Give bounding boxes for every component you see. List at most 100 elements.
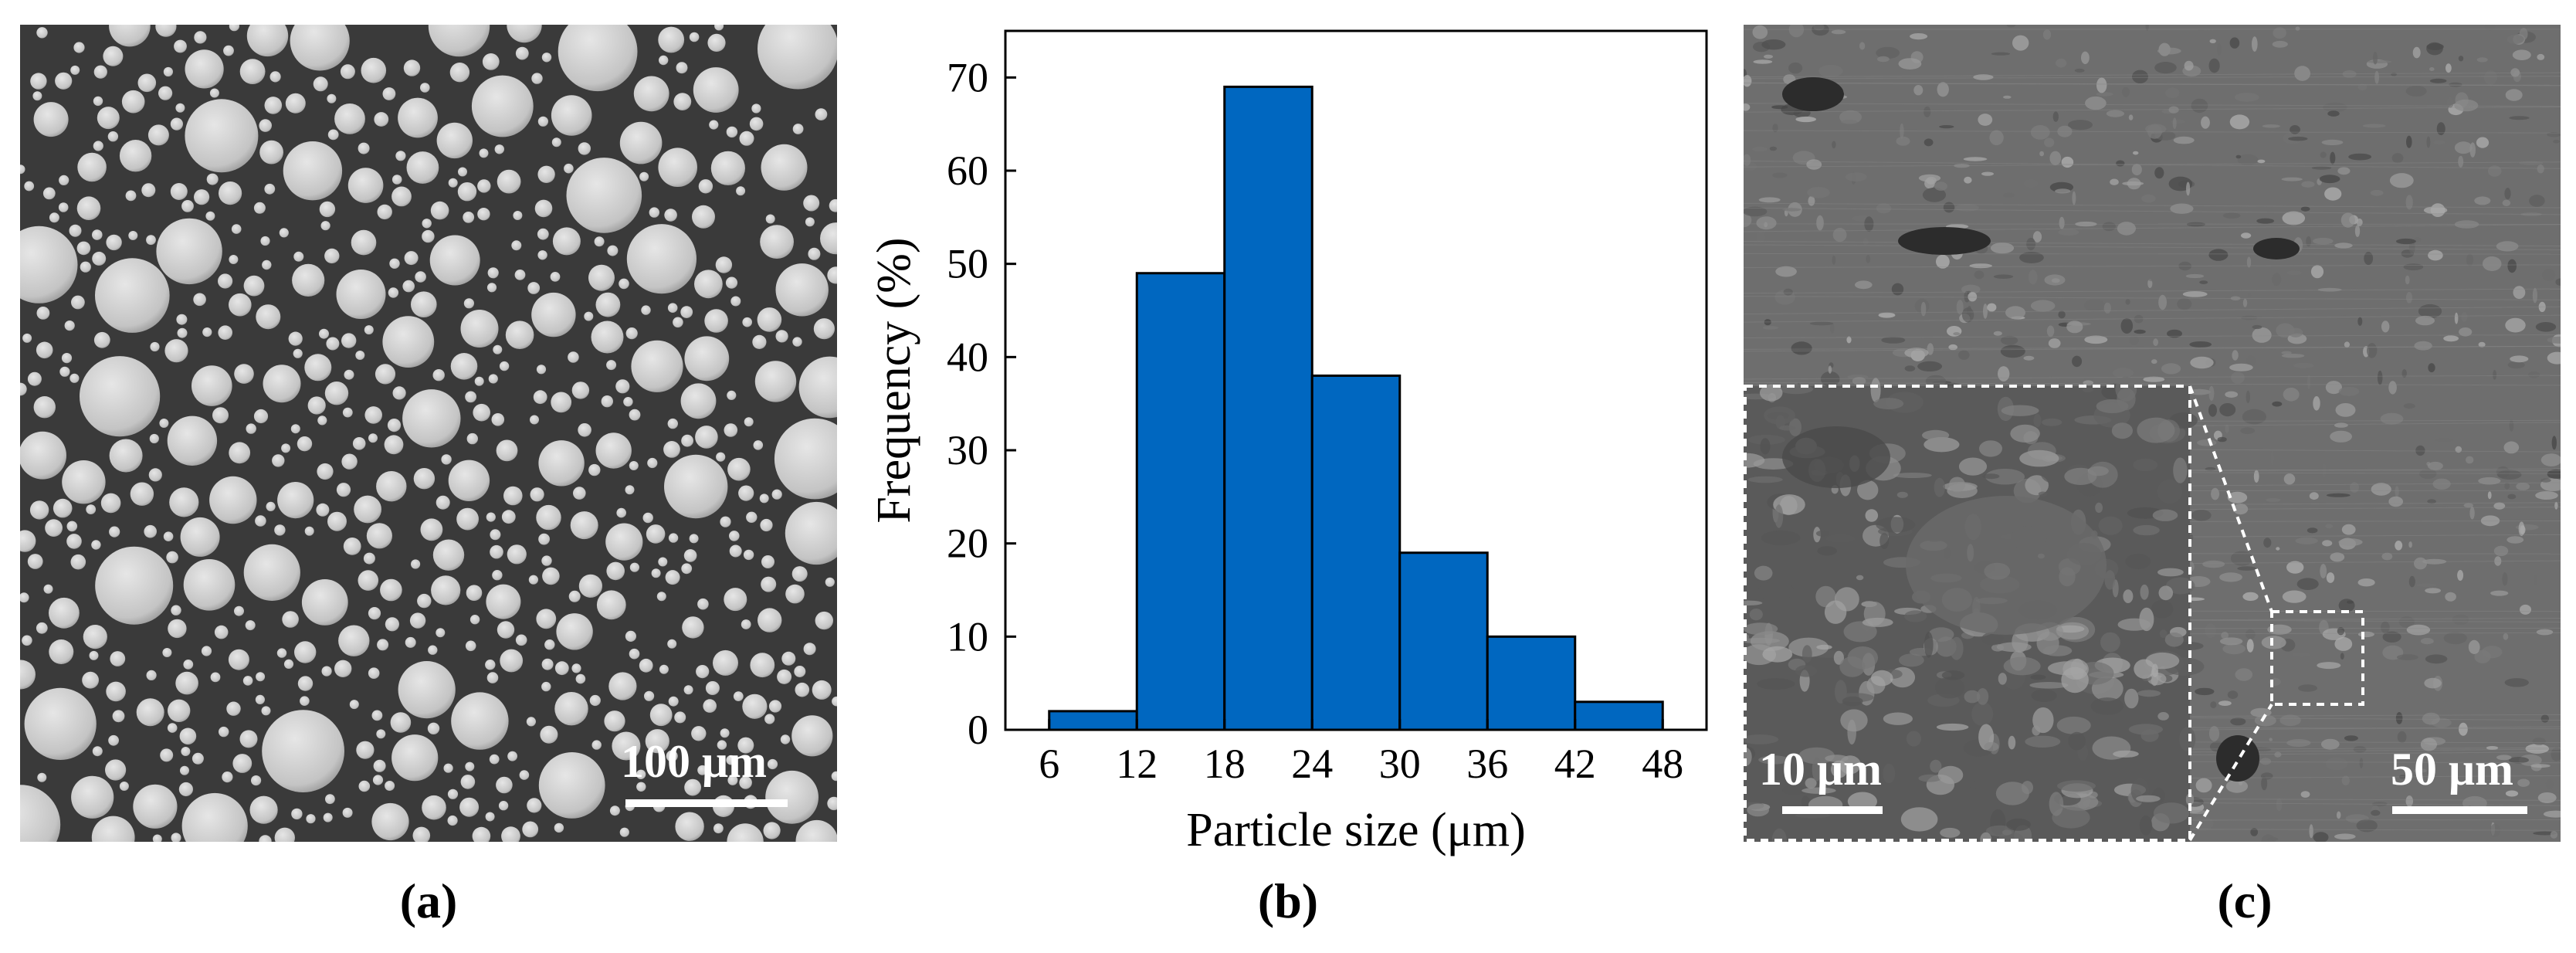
histogram-panel: 6 12 18 24 30 36 42 48 0 10 20 30 40 50 60 70 Frequency… [849,0,1745,865]
powder-particle [544,639,555,650]
powder-particle [405,636,416,648]
powder-particle [486,672,499,683]
powder-particle [239,730,258,748]
powder-particle [607,245,619,256]
powder-particle [263,365,301,403]
x-tick-label: 36 [1466,741,1508,787]
powder-particle [488,374,498,384]
powder-particle [402,280,415,293]
powder-particle [537,228,549,240]
powder-particle [704,309,728,333]
powder-particle [726,755,736,765]
powder-particle [105,759,127,781]
powder-particle [763,822,781,839]
powder-particle [673,93,692,110]
powder-particle [775,330,788,343]
histogram-bar [1574,700,1664,731]
powder-particle [659,664,669,674]
powder-particle [625,327,638,340]
powder-particle [443,763,453,773]
y-tick-label: 10 [947,613,988,660]
powder-particle [641,305,651,315]
powder-particle [272,454,285,467]
powder-particle [792,337,802,347]
powder-particle [234,364,254,384]
powder-particle [36,307,50,320]
surface-micrograph [1744,25,2561,842]
powder-particle [533,390,547,405]
powder-particle [751,103,761,114]
powder-particle [720,728,730,738]
powder-particle [606,360,617,371]
powder-particle [107,131,119,142]
powder-particle [485,660,496,670]
powder-particle [761,576,777,592]
powder-particle [415,271,426,283]
powder-particle [527,798,542,813]
powder-particle [201,646,212,656]
powder-particle [246,423,256,434]
powder-particle [24,687,97,761]
powder-particle [320,221,330,231]
powder-particle [639,658,653,673]
powder-particle [490,544,503,559]
powder-particle [119,140,152,172]
powder-particle [356,741,375,759]
powder-particle [22,635,32,646]
x-tick-label: 48 [1642,741,1683,787]
scale-bar-inset [1782,806,1883,814]
powder-particle [681,563,693,575]
powder-particle [358,570,379,591]
powder-particle [374,112,389,127]
powder-particle [110,651,126,666]
powder-particle [803,195,820,212]
powder-particle [326,337,340,351]
powder-particle [458,167,467,177]
powder-particle [767,758,778,770]
powder-particle [109,526,120,538]
powder-particle [33,102,69,137]
powder-particle [253,409,269,424]
powder-particle [485,812,495,822]
powder-particle [758,25,837,90]
powder-particle [388,287,399,298]
powder-particle [739,776,752,789]
powder-particle [20,660,36,690]
powder-particle [42,187,56,200]
powder-particle [639,171,649,181]
powder-particle [489,754,500,765]
powder-particle [342,807,353,818]
powder-particle [430,201,449,220]
powder-particle [181,747,191,756]
powder-particle [93,96,103,107]
powder-particle [349,700,359,710]
powder-particle [737,737,754,754]
powder-particle [623,397,633,407]
powder-particle [255,515,266,527]
powder-particle [658,148,697,187]
powder-particle [27,554,43,569]
powder-particle [505,320,534,350]
x-tick-label: 42 [1554,741,1596,787]
powder-particle [194,189,210,205]
powder-particle [20,592,29,603]
powder-particle [760,518,773,532]
powder-particle [97,107,120,130]
powder-particle [358,142,370,154]
powder-particle [282,611,299,628]
powder-particle [413,468,436,490]
powder-particle [681,434,693,447]
powder-particle [794,666,806,677]
powder-particle [436,122,473,159]
histogram-chart: 6 12 18 24 30 36 42 48 0 10 20 30 40 50 60 70 Frequency… [868,29,1708,856]
powder-particle [496,439,518,462]
powder-particle [465,640,476,652]
y-tick-label: 30 [947,427,988,473]
powder-particle [542,567,560,585]
powder-particle [541,681,551,692]
powder-particle [80,356,161,437]
powder-particle [827,266,837,284]
powder-particle [707,33,726,52]
powder-particle [390,712,412,733]
powder-particle [219,181,242,205]
